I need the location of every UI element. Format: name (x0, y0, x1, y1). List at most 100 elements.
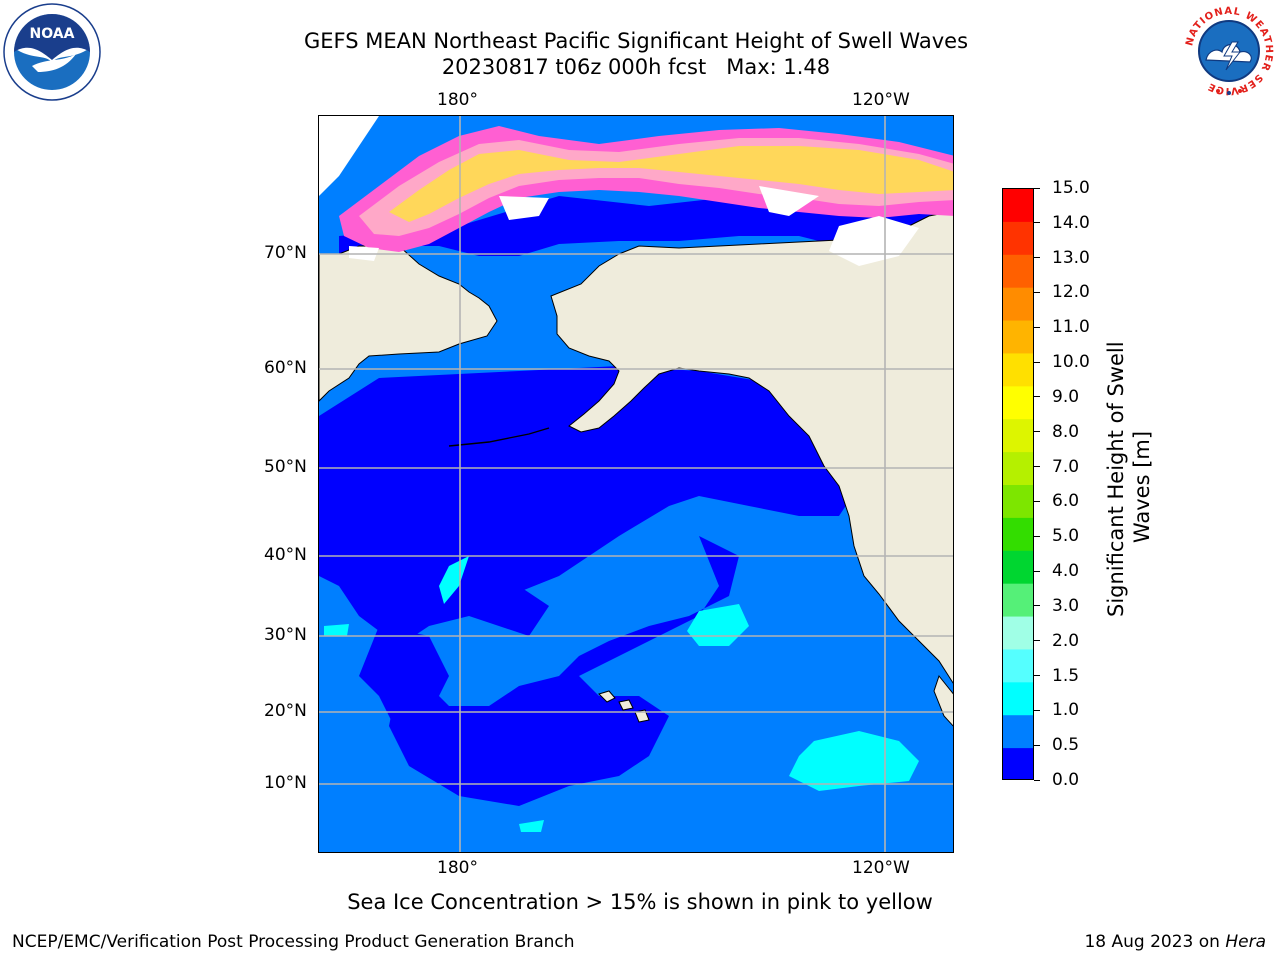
aleutian-islands (448, 427, 550, 447)
ocean-swell-0-0.5-north (319, 366, 859, 596)
land-mexico (933, 674, 953, 727)
colorbar-band-7 (1003, 419, 1033, 453)
colorbar-band-15 (1003, 682, 1033, 716)
colorbar-band-6 (1003, 386, 1033, 420)
colorbar-label-9: 6.0 (1052, 491, 1080, 512)
lon-tick-bottom-120w: 120°W (852, 858, 910, 878)
colorbar-tick-5 (1034, 361, 1040, 363)
ocean-swell-1.0-1.5-d (519, 820, 544, 832)
colorbar-band-14 (1003, 649, 1033, 683)
colorbar-tick-9 (1034, 500, 1040, 502)
land-alaska-canada (550, 210, 953, 684)
colorbar-tick-13 (1034, 640, 1040, 642)
colorbar-tick-16 (1034, 744, 1040, 746)
colorbar-band-4 (1003, 320, 1033, 354)
colorbar-tick-3 (1034, 291, 1040, 293)
colorbar-band-13 (1003, 616, 1033, 650)
footer-machine: Hera (1225, 932, 1266, 952)
colorbar-band-2 (1003, 254, 1033, 289)
colorbar-tick-1 (1034, 222, 1040, 224)
colorbar-tick-2 (1034, 257, 1040, 259)
lat-tick-60n: 60°N (264, 358, 307, 378)
colorbar-tick-10 (1034, 535, 1040, 537)
nws-logo: NATIONAL WEATHER SERVICE (1180, 2, 1278, 100)
footer-run-info: 18 Aug 2023 on Hera (1084, 932, 1266, 952)
colorbar-label-3: 12.0 (1052, 282, 1090, 303)
colorbar-label-6: 9.0 (1052, 386, 1080, 407)
colorbar-band-9 (1003, 485, 1033, 519)
ocean-swell-0-0.5-southwest (359, 626, 449, 736)
colorbar-tick-6 (1034, 396, 1040, 398)
colorbar-tick-17 (1034, 779, 1040, 781)
land-siberia (319, 245, 498, 402)
colorbar-label-4: 11.0 (1052, 317, 1090, 338)
colorbar-label-16: 0.5 (1052, 735, 1080, 756)
colorbar-title: Significant Height of Swell Waves [m] (1103, 341, 1157, 617)
colorbar-band-0 (1003, 189, 1033, 223)
colorbar-label-7: 8.0 (1052, 421, 1080, 442)
colorbar-tick-0 (1034, 187, 1040, 189)
colorbar-band-5 (1003, 353, 1033, 387)
lat-tick-70n: 70°N (264, 243, 307, 263)
colorbar-band-11 (1003, 550, 1033, 585)
lat-tick-50n: 50°N (264, 457, 307, 477)
map-canvas (319, 116, 953, 852)
colorbar-label-0: 15.0 (1052, 178, 1090, 198)
colorbar (1002, 188, 1034, 780)
colorbar-band-8 (1003, 452, 1033, 486)
swell-height-map (318, 115, 954, 853)
plot-title-line1: GEFS MEAN Northeast Pacific Significant … (303, 29, 969, 53)
colorbar-label-17: 0.0 (1052, 770, 1080, 790)
colorbar-label-13: 2.0 (1052, 630, 1080, 651)
colorbar-label-15: 1.0 (1052, 700, 1080, 721)
sea-ice-note: Sea Ice Concentration > 15% is shown in … (347, 890, 933, 914)
colorbar-band-12 (1003, 583, 1033, 618)
lat-tick-40n: 40°N (264, 545, 307, 565)
colorbar-bands (1003, 189, 1033, 779)
ocean-swell-0-0.5-bering (339, 176, 953, 266)
colorbar-label-12: 3.0 (1052, 595, 1080, 616)
colorbar-tick-15 (1034, 709, 1040, 711)
colorbar-band-1 (1003, 221, 1033, 256)
colorbar-label-1: 14.0 (1052, 212, 1090, 233)
open-water-white-3 (759, 186, 819, 216)
open-water-white-1 (319, 116, 379, 196)
footer-producer: NCEP/EMC/Verification Post Processing Pr… (12, 932, 575, 952)
lon-tick-top-180: 180° (437, 90, 478, 110)
colorbar-tick-12 (1034, 605, 1040, 607)
ocean-swell-1.0-1.5-c (439, 556, 469, 604)
footer-date: 18 Aug 2023 on (1084, 932, 1226, 952)
noaa-logo-text: NOAA (30, 26, 75, 42)
ocean-swell-1.0-1.5-e (324, 624, 349, 636)
open-water-white-2 (499, 196, 549, 220)
colorbar-tick-7 (1034, 431, 1040, 433)
lat-tick-20n: 20°N (264, 701, 307, 721)
colorbar-band-16 (1003, 715, 1033, 749)
colorbar-tick-11 (1034, 570, 1040, 572)
lon-tick-bottom-180: 180° (437, 858, 478, 878)
colorbar-label-11: 4.0 (1052, 561, 1080, 582)
colorbar-label-14: 1.5 (1052, 665, 1080, 686)
colorbar-tick-4 (1034, 326, 1040, 328)
colorbar-title-wrap: Significant Height of Swell Waves [m] (1000, 341, 1260, 617)
lat-tick-30n: 30°N (264, 625, 307, 645)
sea-ice-yellow (389, 146, 953, 222)
colorbar-band-10 (1003, 517, 1033, 552)
lat-tick-10n: 10°N (264, 773, 307, 793)
plot-title-line2: 20230817 t06z 000h fcst Max: 1.48 (441, 55, 831, 79)
colorbar-label-2: 13.0 (1052, 247, 1090, 268)
ocean-swell-1.0-1.5-b (789, 731, 919, 791)
ocean-swell-0-0.5-central (389, 536, 739, 806)
ocean-swell-0-0.5-west (319, 476, 549, 646)
colorbar-label-10: 5.0 (1052, 526, 1080, 547)
colorbar-band-3 (1003, 287, 1033, 322)
colorbar-tick-14 (1034, 675, 1040, 677)
lon-tick-top-120w: 120°W (852, 90, 910, 110)
colorbar-labels: 15.0 14.0 13.0 12.0 11.0 10.0 9.0 8.0 7.0 6.0 5.0 4… (1034, 0, 1100, 960)
noaa-logo: NOAA (2, 2, 102, 102)
colorbar-tick-8 (1034, 466, 1040, 468)
colorbar-band-17 (1003, 748, 1033, 779)
colorbar-title-line2: Waves [m] (1130, 430, 1154, 544)
colorbar-title-line1: Significant Height of Swell (1104, 341, 1128, 617)
hawaiian-islands (598, 690, 650, 723)
